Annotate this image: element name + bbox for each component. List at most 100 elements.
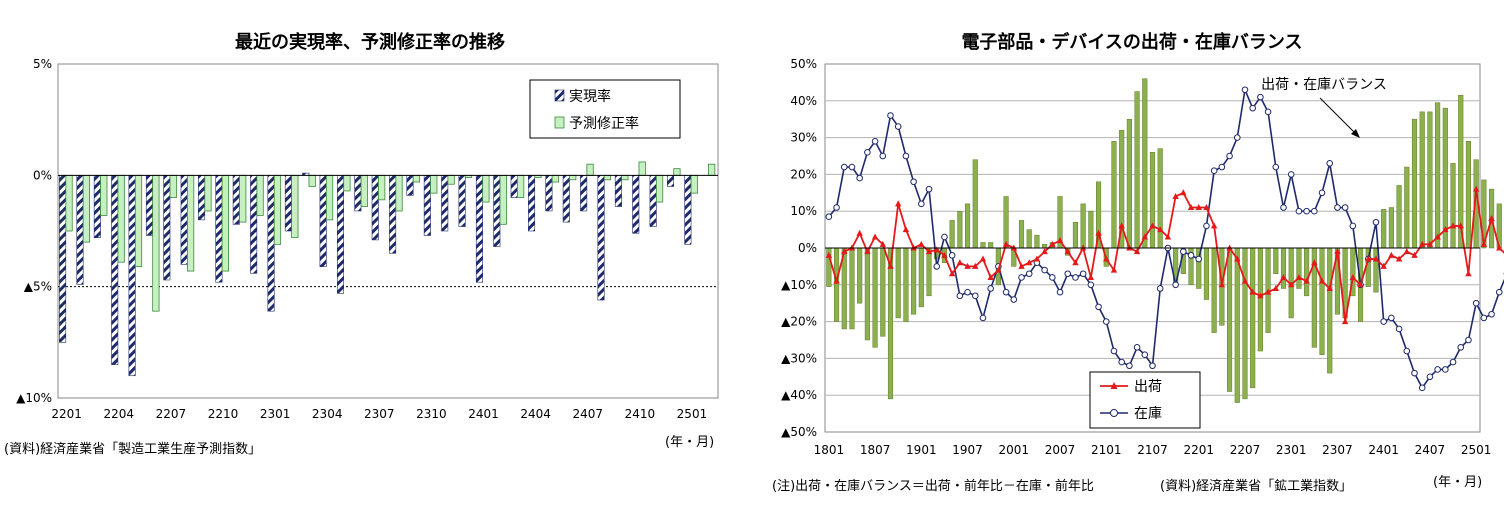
bar-balance (1212, 248, 1217, 333)
bar-balance (1027, 230, 1032, 248)
bar-jitsugen (546, 175, 552, 211)
bar-yosoku (378, 175, 384, 199)
point-zaiko (1242, 87, 1248, 93)
bar-yosoku (135, 175, 141, 266)
y-tick-label: ▲40% (781, 388, 817, 402)
bar-jitsugen (494, 175, 500, 246)
bar-yosoku (274, 175, 280, 244)
x-tick-label: 2401 (1368, 443, 1399, 457)
point-zaiko (1373, 219, 1379, 225)
bar-yosoku (431, 175, 437, 193)
x-tick-label: 2207 (1230, 443, 1261, 457)
point-zaiko (1481, 315, 1487, 321)
legend-label-zaiko: 在庫 (1134, 405, 1162, 422)
point-zaiko (1219, 164, 1225, 170)
right-unit-note: (年・月) (1433, 475, 1482, 490)
point-zaiko (926, 186, 932, 192)
point-zaiko (1419, 385, 1425, 391)
point-shukka (895, 200, 901, 206)
bar-jitsugen (285, 175, 291, 231)
bar-balance (1297, 248, 1302, 288)
point-shukka (918, 241, 924, 247)
bar-yosoku (708, 164, 714, 175)
bar-jitsugen (181, 175, 187, 264)
point-zaiko (1042, 267, 1048, 273)
annotation-arrow-line (1320, 98, 1356, 134)
bar-yosoku (570, 175, 576, 179)
point-zaiko (972, 293, 978, 299)
legend-label-shukka: 出荷 (1134, 379, 1162, 395)
bar-yosoku (170, 175, 176, 197)
bar-balance (1258, 248, 1263, 351)
bar-balance (1019, 220, 1024, 248)
point-shukka (1404, 248, 1410, 254)
bar-balance (1142, 79, 1147, 248)
point-zaiko (1057, 289, 1063, 295)
x-tick-label: 2501 (677, 407, 708, 421)
bar-jitsugen (407, 175, 413, 195)
bar-balance (1150, 152, 1155, 248)
point-zaiko (1312, 208, 1318, 214)
point-zaiko (880, 153, 886, 159)
point-zaiko (1265, 109, 1271, 115)
point-zaiko (841, 164, 847, 170)
bar-balance (1035, 235, 1040, 248)
point-shukka (1465, 270, 1471, 276)
bar-yosoku (292, 175, 298, 237)
point-zaiko (1073, 275, 1079, 281)
bar-yosoku (639, 162, 645, 175)
y-tick-label: 20% (790, 167, 817, 181)
balance-annotation: 出荷・在庫バランス (1261, 76, 1387, 93)
point-shukka (903, 226, 909, 232)
y-tick-label: 0% (798, 241, 817, 255)
x-tick-label: 2310 (416, 407, 447, 421)
bar-balance (1042, 244, 1047, 248)
point-zaiko (1450, 359, 1456, 365)
bar-yosoku (622, 175, 628, 179)
bar-balance (1304, 248, 1309, 296)
bar-jitsugen (355, 175, 361, 211)
point-zaiko (888, 113, 894, 119)
point-zaiko (1427, 374, 1433, 380)
point-zaiko (1458, 345, 1464, 351)
bar-jitsugen (337, 175, 343, 293)
point-shukka (872, 233, 878, 239)
bar-jitsugen (424, 175, 430, 235)
y-tick-label: ▲20% (781, 315, 817, 329)
bar-balance (973, 160, 978, 248)
bar-jitsugen (372, 175, 378, 240)
point-zaiko (903, 153, 909, 159)
point-zaiko (872, 138, 878, 144)
bar-jitsugen (268, 175, 274, 311)
point-zaiko (1103, 319, 1109, 325)
bar-balance (981, 242, 986, 248)
point-zaiko (895, 124, 901, 130)
x-tick-label: 2501 (1461, 443, 1492, 457)
point-zaiko (1204, 223, 1210, 229)
point-zaiko (1003, 289, 1009, 295)
bar-balance (834, 248, 839, 322)
point-zaiko (1396, 326, 1402, 332)
bar-jitsugen (528, 175, 534, 231)
bar-yosoku (257, 175, 263, 215)
bar-balance (1428, 112, 1433, 248)
bar-yosoku (483, 175, 489, 202)
point-zaiko (980, 315, 986, 321)
point-zaiko (942, 234, 948, 240)
bar-balance (1374, 248, 1379, 292)
bar-balance (1127, 119, 1132, 248)
point-zaiko (1473, 300, 1479, 306)
bar-balance (1404, 167, 1409, 248)
bar-yosoku (66, 175, 72, 231)
point-zaiko (1496, 289, 1502, 295)
right-source-note: (資料)経済産業省「鉱工業指数」 (1160, 478, 1352, 494)
bar-jitsugen (580, 175, 586, 211)
point-zaiko (1389, 315, 1395, 321)
bar-jitsugen (563, 175, 569, 222)
point-zaiko (934, 264, 940, 270)
bar-yosoku (118, 175, 124, 262)
point-zaiko (1096, 304, 1102, 310)
x-tick-label: 2101 (1091, 443, 1122, 457)
x-tick-label: 2301 (260, 407, 291, 421)
